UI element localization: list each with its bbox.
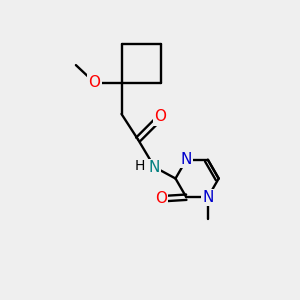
Text: O: O	[155, 191, 167, 206]
Text: N: N	[181, 152, 192, 167]
Text: O: O	[88, 75, 101, 90]
Text: N: N	[202, 190, 214, 205]
Text: H: H	[134, 159, 145, 172]
Text: N: N	[149, 160, 160, 175]
Text: O: O	[154, 110, 166, 124]
